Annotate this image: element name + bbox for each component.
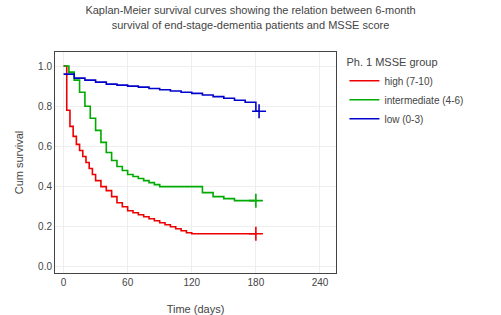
- svg-text:0.2: 0.2: [38, 221, 52, 232]
- svg-text:180: 180: [248, 277, 265, 288]
- svg-text:intermediate (4-6): intermediate (4-6): [384, 95, 463, 106]
- svg-text:0.0: 0.0: [38, 261, 52, 272]
- svg-text:Time (days): Time (days): [167, 303, 225, 315]
- svg-text:0.8: 0.8: [38, 101, 52, 112]
- svg-text:1.0: 1.0: [38, 61, 52, 72]
- svg-text:60: 60: [122, 277, 134, 288]
- svg-text:0: 0: [61, 277, 67, 288]
- svg-text:0.4: 0.4: [38, 181, 52, 192]
- svg-text:Cum survival: Cum survival: [13, 131, 25, 195]
- svg-text:Kaplan-Meier survival curves s: Kaplan-Meier survival curves showing the…: [85, 4, 415, 30]
- svg-text:0.6: 0.6: [38, 141, 52, 152]
- svg-text:240: 240: [312, 277, 329, 288]
- svg-text:120: 120: [183, 277, 200, 288]
- svg-text:high (7-10): high (7-10): [384, 76, 432, 87]
- svg-text:low (0-3): low (0-3): [384, 114, 423, 125]
- svg-text:Ph. 1 MSSE group: Ph. 1 MSSE group: [346, 56, 437, 68]
